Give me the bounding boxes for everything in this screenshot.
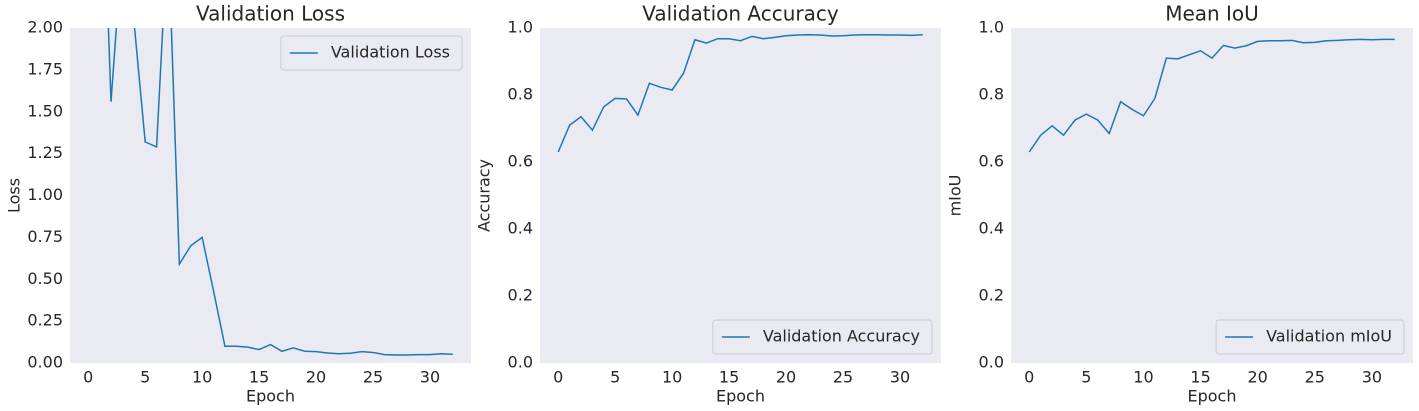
x-tick-label: 10 — [1133, 368, 1153, 387]
subplot: Validation Accuracy Epoch Accuracy 0 5 10 15 20… — [475, 2, 941, 406]
legend: Validation mIoU — [1215, 319, 1405, 355]
subplot: Validation Loss Epoch Loss 0 5 10 15 20 25 30 0.00… — [5, 2, 471, 406]
data-line — [557, 33, 923, 153]
chart-title: Validation Loss — [196, 2, 345, 26]
y-tick-label: 0.2 — [508, 286, 533, 305]
x-axis-label: Epoch — [246, 387, 295, 406]
legend-box — [1215, 319, 1405, 355]
chart-title: Validation Accuracy — [642, 2, 839, 26]
y-tick-label: 0.25 — [27, 311, 63, 330]
x-tick-label: 10 — [192, 368, 212, 387]
y-tick-label: 2.00 — [27, 18, 63, 37]
plot-area — [1011, 28, 1413, 363]
x-tick-label: 0 — [83, 368, 93, 387]
y-tick-label: 1.0 — [979, 18, 1004, 37]
x-tick-label: 5 — [610, 368, 620, 387]
y-axis-label: mIoU — [946, 175, 965, 217]
data-line — [107, 28, 453, 356]
x-tick-label: 20 — [1248, 368, 1268, 387]
x-tick-label: 30 — [1362, 368, 1382, 387]
data-line — [1028, 38, 1395, 153]
x-tick-label: 20 — [776, 368, 796, 387]
y-tick-label: 0.8 — [508, 85, 533, 104]
y-tick-label: 0.75 — [27, 227, 63, 246]
y-axis-label: Accuracy — [475, 159, 494, 232]
y-tick-label: 1.0 — [508, 18, 533, 37]
y-tick-label: 0.6 — [979, 152, 1004, 171]
x-tick-label: 15 — [719, 368, 739, 387]
y-tick-label: 0.0 — [979, 353, 1004, 372]
y-tick-label: 1.00 — [27, 185, 63, 204]
y-tick-label: 0.00 — [27, 353, 63, 372]
x-tick-label: 30 — [890, 368, 910, 387]
x-tick-label: 25 — [833, 368, 853, 387]
legend-label: Validation Accuracy — [763, 327, 920, 346]
x-tick-label: 15 — [249, 368, 269, 387]
x-axis-label: Epoch — [1188, 387, 1237, 406]
x-tick-label: 25 — [1305, 368, 1325, 387]
chart-title: Mean IoU — [1165, 2, 1259, 26]
y-tick-label: 1.50 — [27, 101, 63, 120]
x-axis-label: Epoch — [716, 387, 765, 406]
y-tick-label: 0.4 — [508, 219, 533, 238]
legend-box — [712, 319, 933, 355]
x-tick-label: 5 — [140, 368, 150, 387]
y-tick-label: 0.2 — [979, 286, 1004, 305]
y-tick-label: 1.25 — [27, 143, 63, 162]
x-tick-label: 0 — [1024, 368, 1034, 387]
legend-box — [280, 35, 463, 71]
x-tick-label: 15 — [1190, 368, 1210, 387]
x-tick-label: 0 — [553, 368, 563, 387]
subplot: Mean IoU Epoch mIoU 0 5 10 15 20 25 30 0.0 0.2 0.4 0.… — [946, 2, 1413, 406]
x-tick-label: 30 — [420, 368, 440, 387]
x-tick-label: 5 — [1081, 368, 1091, 387]
y-axis-label: Loss — [5, 178, 24, 213]
y-tick-label: 0.50 — [27, 269, 63, 288]
x-tick-label: 20 — [306, 368, 326, 387]
legend-label: Validation Loss — [331, 43, 450, 62]
y-tick-label: 1.75 — [27, 59, 63, 78]
legend-label: Validation mIoU — [1266, 327, 1392, 346]
y-tick-label: 0.4 — [979, 219, 1004, 238]
y-tick-label: 0.0 — [508, 353, 533, 372]
y-tick-label: 0.6 — [508, 152, 533, 171]
plot-area — [540, 28, 941, 363]
plot-area — [70, 28, 471, 363]
legend: Validation Loss — [280, 35, 463, 71]
y-tick-label: 0.8 — [979, 85, 1004, 104]
legend: Validation Accuracy — [712, 319, 933, 355]
x-tick-label: 25 — [363, 368, 383, 387]
x-tick-label: 10 — [662, 368, 682, 387]
